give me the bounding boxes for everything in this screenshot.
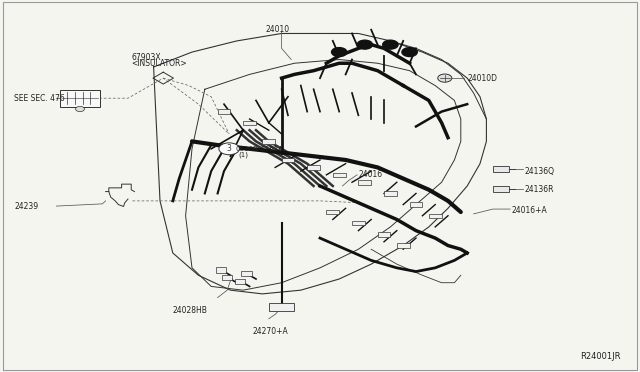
Bar: [358, 180, 371, 185]
Bar: [243, 121, 256, 125]
Text: 24136Q: 24136Q: [525, 167, 555, 176]
Text: 24239: 24239: [14, 202, 38, 211]
Bar: [216, 267, 226, 273]
Bar: [493, 186, 509, 192]
Bar: [352, 221, 365, 225]
Bar: [397, 243, 410, 248]
Circle shape: [438, 74, 452, 82]
Circle shape: [357, 40, 372, 49]
Bar: [269, 303, 294, 311]
Text: 24136R: 24136R: [525, 185, 554, 194]
Bar: [384, 191, 397, 196]
Bar: [378, 232, 390, 237]
Bar: [333, 173, 346, 177]
Circle shape: [76, 106, 84, 112]
Bar: [282, 158, 294, 162]
FancyBboxPatch shape: [60, 90, 100, 107]
Circle shape: [383, 40, 398, 49]
Bar: [235, 279, 245, 284]
Bar: [429, 214, 442, 218]
Bar: [241, 271, 252, 276]
Text: 24010: 24010: [266, 25, 290, 34]
Text: 24028HB: 24028HB: [173, 306, 207, 315]
Text: 24016: 24016: [358, 170, 383, 179]
Bar: [222, 275, 232, 280]
Text: 0816B-6161A: 0816B-6161A: [236, 146, 284, 152]
Text: SEE SEC. 476: SEE SEC. 476: [14, 94, 65, 103]
Text: R24001JR: R24001JR: [580, 352, 621, 361]
Bar: [326, 210, 339, 214]
Text: (1): (1): [238, 152, 248, 158]
Circle shape: [332, 48, 347, 57]
Text: 67903X: 67903X: [131, 53, 161, 62]
Circle shape: [219, 143, 239, 155]
Circle shape: [402, 48, 417, 57]
Text: 24270+A: 24270+A: [253, 327, 289, 336]
Bar: [262, 139, 275, 144]
Bar: [410, 202, 422, 207]
Text: 3: 3: [227, 144, 232, 153]
Text: 24010D: 24010D: [467, 74, 497, 83]
Bar: [493, 166, 509, 172]
Bar: [307, 165, 320, 170]
Text: <INSULATOR>: <INSULATOR>: [131, 60, 187, 68]
Text: 24016+A: 24016+A: [512, 206, 548, 215]
Bar: [218, 109, 230, 114]
